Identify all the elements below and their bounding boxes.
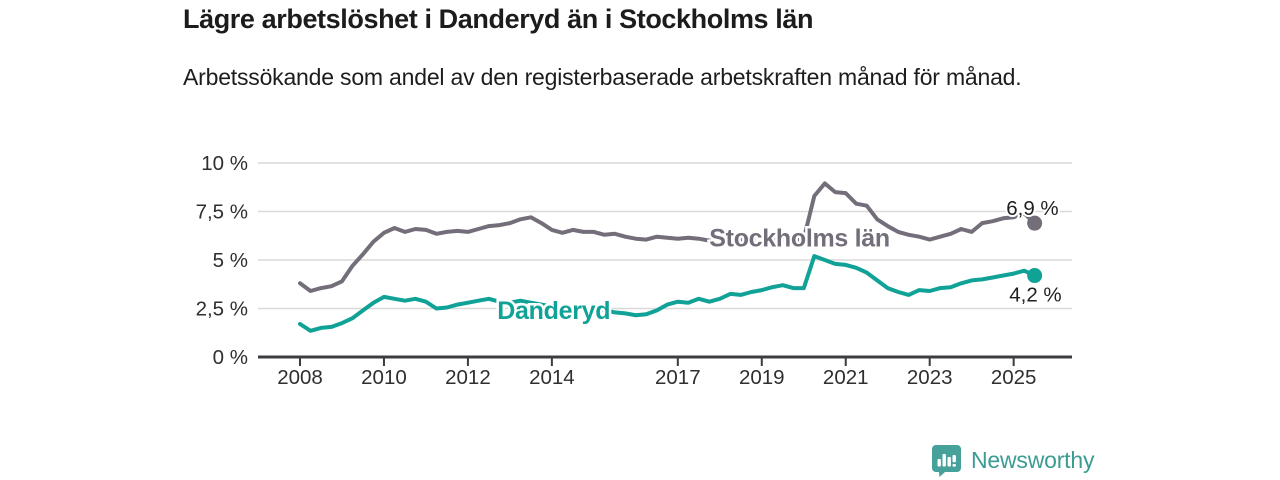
x-axis-tick-label: 2019: [739, 366, 785, 389]
series-end-dot: [1027, 268, 1043, 284]
y-axis-tick-label: 5 %: [213, 249, 248, 272]
series-label: Danderyd: [497, 297, 610, 325]
chart-title: Lägre arbetslöshet i Danderyd än i Stock…: [183, 4, 814, 34]
y-axis-tick-label: 7,5 %: [196, 201, 248, 224]
newsworthy-wordmark: Newsworthy: [971, 447, 1095, 473]
y-axis-tick-label: 10 %: [201, 152, 248, 175]
x-axis-tick-label: 2023: [907, 366, 953, 389]
newsworthy-logo[interactable]: Newsworthy: [931, 444, 1094, 477]
series-line-danderyd: [298, 254, 1037, 333]
newsworthy-speech-bubble-bar-chart-icon: [931, 444, 962, 477]
x-axis-tick-label: 2025: [991, 366, 1037, 389]
x-axis-tick-label: 2010: [361, 366, 407, 389]
series-end-value-label: 6,9 %: [1006, 197, 1058, 220]
x-axis-tick-label: 2008: [277, 366, 323, 389]
x-axis-tick-label: 2021: [823, 366, 869, 389]
series-end-value-label: 4,2 %: [1009, 284, 1061, 307]
x-axis-tick-label: 2017: [655, 366, 701, 389]
y-axis-tick-label: 2,5 %: [196, 298, 248, 321]
chart-subtitle: Arbetssökande som andel av den registerb…: [183, 64, 1022, 90]
x-axis-tick-label: 2012: [445, 366, 491, 389]
y-axis-tick-label: 0 %: [213, 346, 248, 369]
series-line-stockholms-lan: [298, 181, 1037, 293]
series-label: Stockholms län: [709, 224, 890, 252]
series-end-dot: [1027, 215, 1043, 231]
x-axis-tick-label: 2014: [529, 366, 575, 389]
